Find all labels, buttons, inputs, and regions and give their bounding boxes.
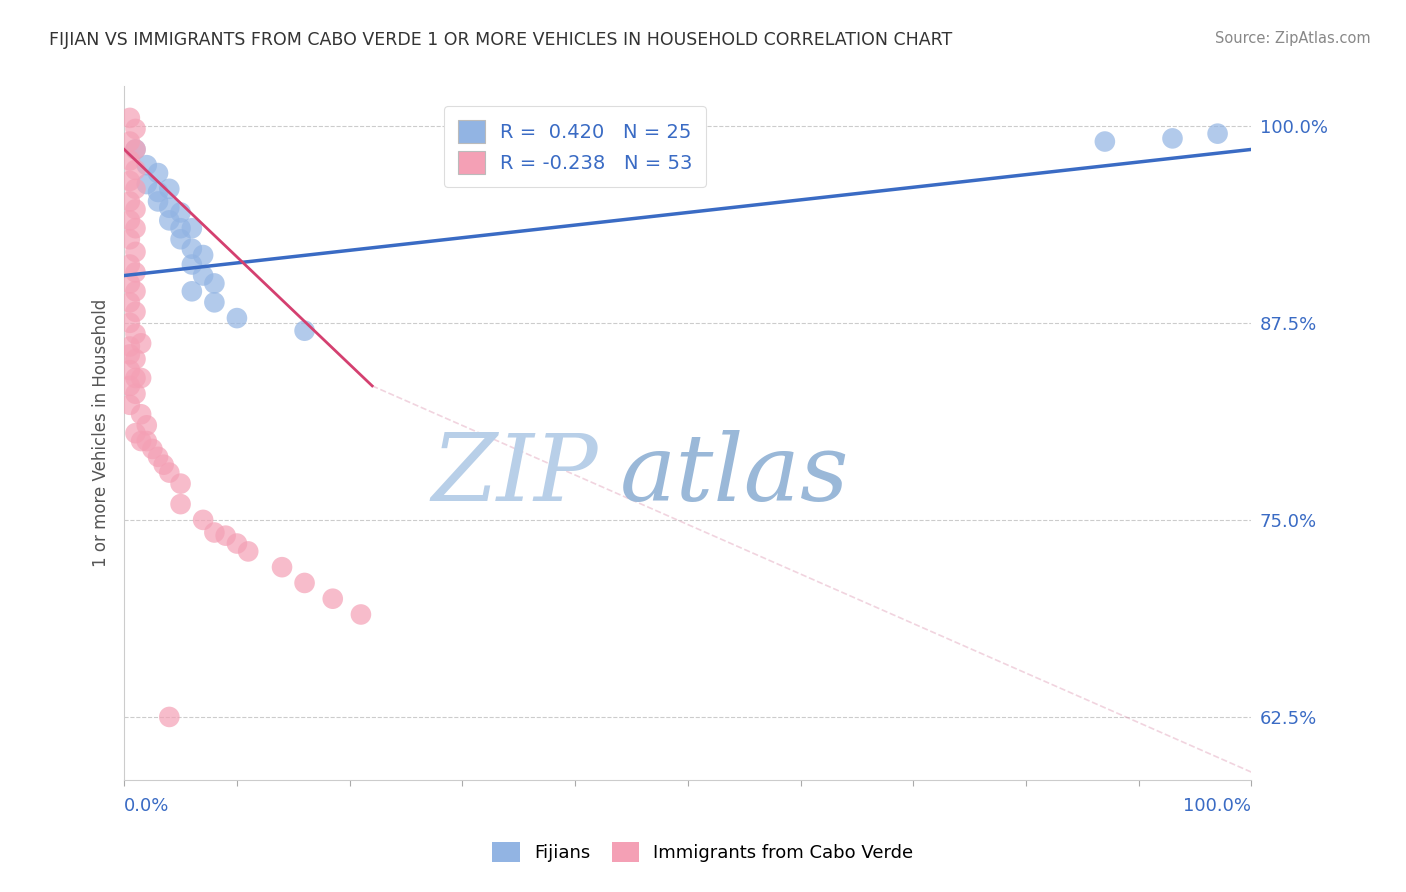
Point	[238, 544, 260, 558]
Text: Source: ZipAtlas.com: Source: ZipAtlas.com	[1215, 31, 1371, 46]
Point	[157, 213, 180, 227]
Point	[135, 434, 157, 448]
Point	[124, 122, 146, 136]
Point	[129, 434, 152, 448]
Point	[202, 525, 225, 540]
Point	[129, 407, 152, 421]
Text: 100.0%: 100.0%	[1184, 797, 1251, 814]
Point	[135, 158, 157, 172]
Point	[215, 529, 238, 543]
Point	[124, 221, 146, 235]
Point	[226, 311, 249, 326]
Point	[350, 607, 373, 622]
Point	[124, 326, 146, 341]
Point	[124, 386, 146, 401]
Point	[124, 182, 146, 196]
Y-axis label: 1 or more Vehicles in Household: 1 or more Vehicles in Household	[93, 299, 110, 567]
Point	[191, 268, 214, 283]
Point	[294, 324, 316, 338]
Point	[152, 458, 174, 472]
Point	[180, 221, 202, 235]
Point	[118, 398, 141, 412]
Point	[124, 352, 146, 367]
Point	[1094, 135, 1116, 149]
Point	[146, 185, 169, 199]
Point	[118, 194, 141, 209]
Point	[157, 201, 180, 215]
Point	[118, 316, 141, 330]
Point	[124, 371, 146, 385]
Text: FIJIAN VS IMMIGRANTS FROM CABO VERDE 1 OR MORE VEHICLES IN HOUSEHOLD CORRELATION: FIJIAN VS IMMIGRANTS FROM CABO VERDE 1 O…	[49, 31, 952, 49]
Point	[322, 591, 344, 606]
Point	[146, 450, 169, 464]
Point	[157, 466, 180, 480]
Text: ZIP: ZIP	[432, 430, 598, 520]
Point	[118, 295, 141, 310]
Point	[191, 248, 214, 262]
Point	[135, 418, 157, 433]
Point	[191, 513, 214, 527]
Point	[118, 232, 141, 246]
Point	[180, 242, 202, 256]
Point	[169, 476, 191, 491]
Point	[118, 213, 141, 227]
Point	[118, 339, 141, 353]
Point	[129, 336, 152, 351]
Point	[226, 536, 249, 550]
Text: atlas: atlas	[620, 430, 849, 520]
Point	[169, 232, 191, 246]
Point	[118, 379, 141, 393]
Point	[124, 244, 146, 259]
Point	[124, 143, 146, 157]
Point	[1206, 127, 1229, 141]
Text: 0.0%: 0.0%	[124, 797, 170, 814]
Legend: Fijians, Immigrants from Cabo Verde: Fijians, Immigrants from Cabo Verde	[485, 834, 921, 870]
Point	[180, 285, 202, 299]
Point	[146, 166, 169, 180]
Point	[118, 135, 141, 149]
Point	[146, 194, 169, 209]
Point	[124, 202, 146, 217]
Point	[124, 143, 146, 157]
Point	[135, 177, 157, 191]
Point	[294, 576, 316, 591]
Point	[118, 153, 141, 168]
Point	[169, 497, 191, 511]
Point	[169, 221, 191, 235]
Point	[118, 347, 141, 361]
Point	[141, 442, 163, 456]
Point	[118, 111, 141, 125]
Legend: R =  0.420   N = 25, R = -0.238   N = 53: R = 0.420 N = 25, R = -0.238 N = 53	[444, 106, 706, 187]
Point	[118, 277, 141, 291]
Point	[124, 305, 146, 319]
Point	[271, 560, 294, 574]
Point	[118, 258, 141, 272]
Point	[124, 426, 146, 441]
Point	[129, 371, 152, 385]
Point	[124, 162, 146, 177]
Point	[118, 174, 141, 188]
Point	[180, 258, 202, 272]
Point	[169, 205, 191, 219]
Point	[124, 265, 146, 279]
Point	[157, 182, 180, 196]
Point	[1161, 131, 1184, 145]
Point	[202, 277, 225, 291]
Point	[124, 285, 146, 299]
Point	[157, 710, 180, 724]
Point	[118, 363, 141, 377]
Point	[202, 295, 225, 310]
